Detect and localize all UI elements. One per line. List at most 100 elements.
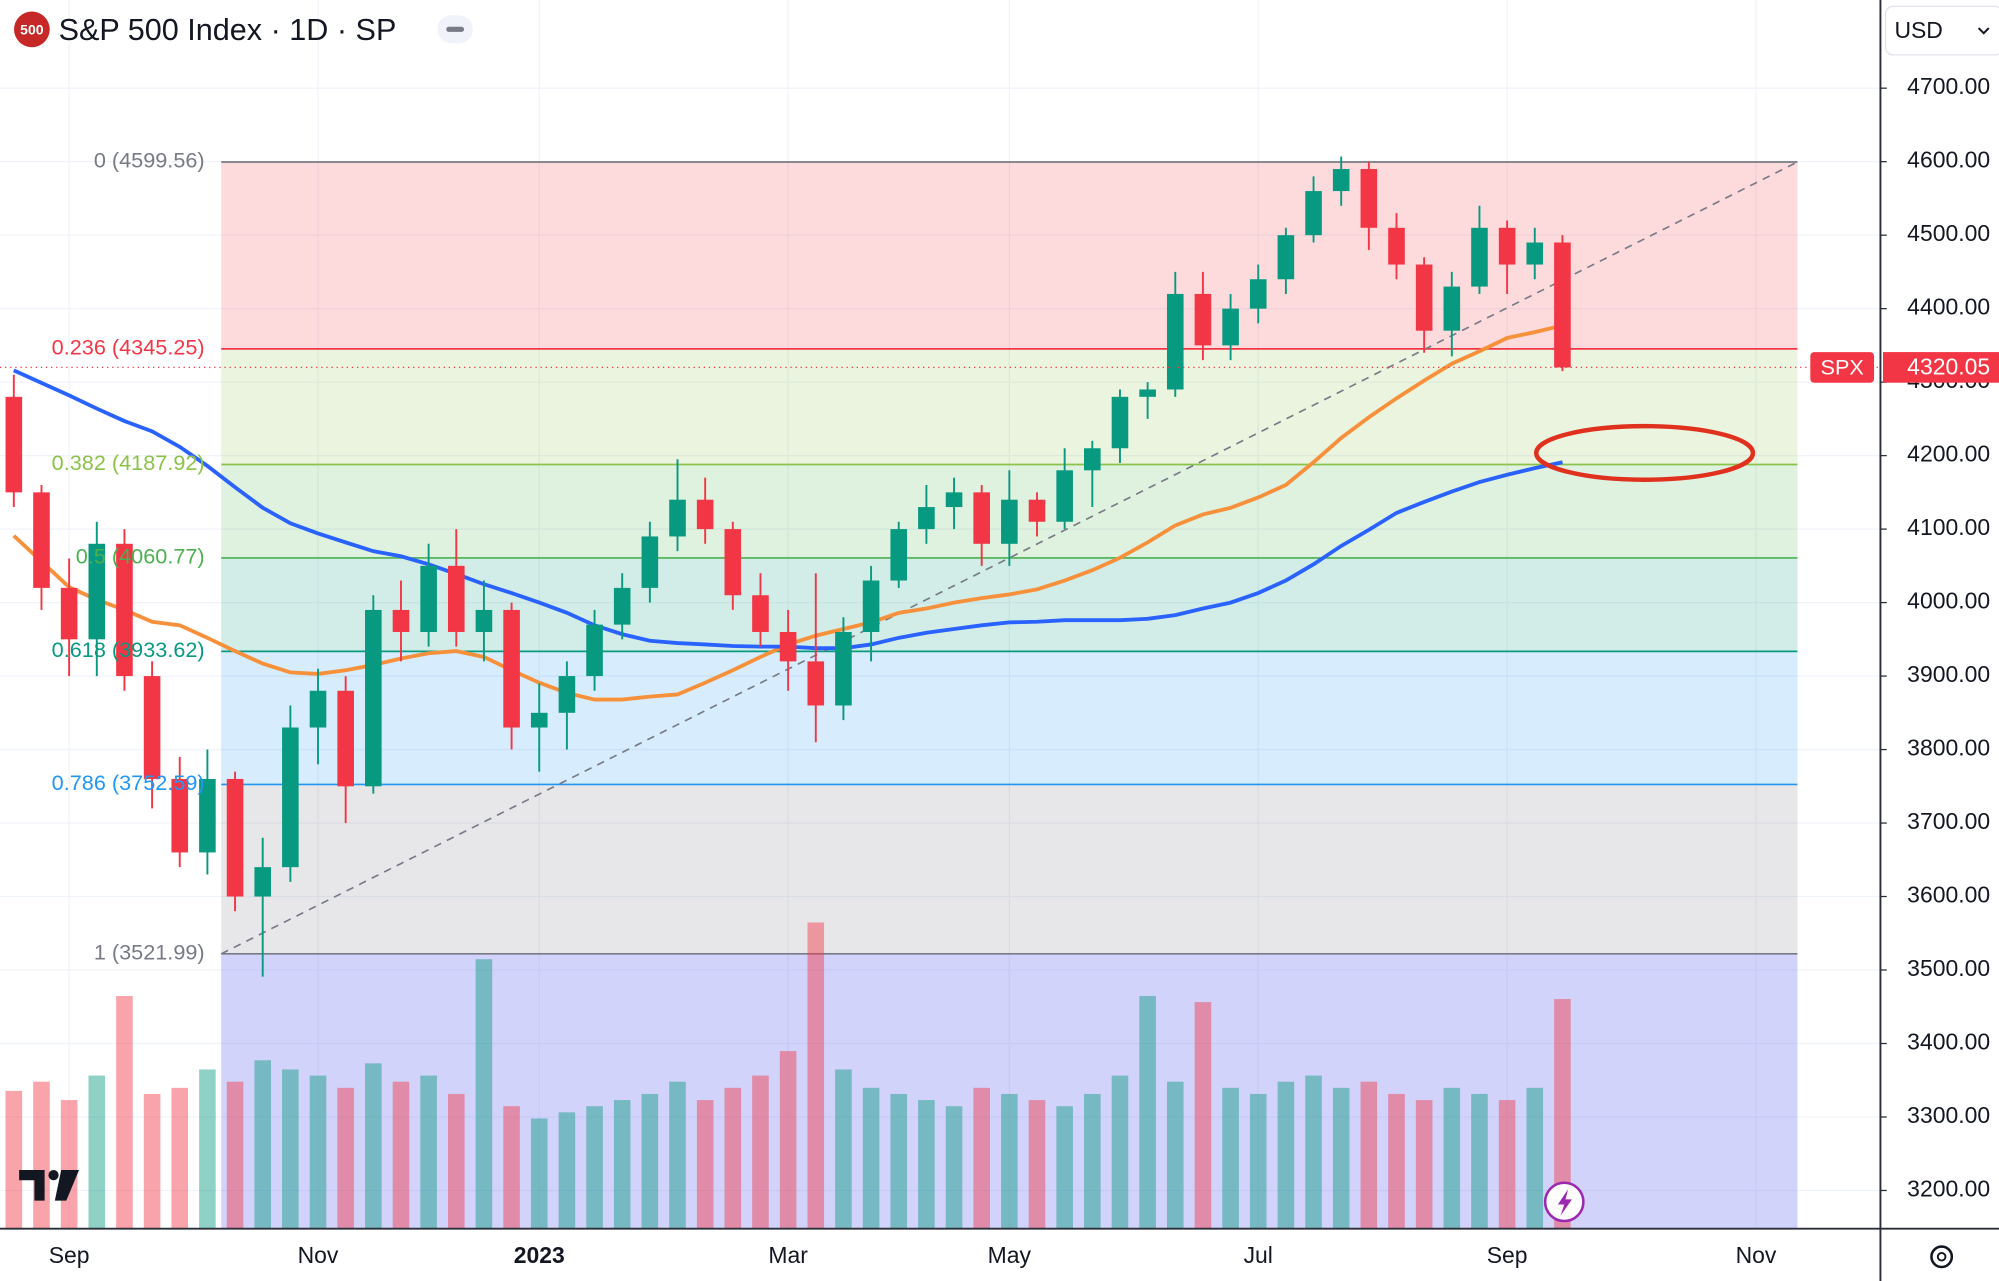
candle-body — [973, 492, 990, 544]
candle-body — [890, 529, 908, 581]
volume-bar — [392, 1081, 410, 1229]
volume-bar — [1249, 1093, 1267, 1229]
y-tick-label: 3600.00 — [1907, 882, 1990, 908]
volume-bar — [613, 1100, 631, 1229]
candle-body — [337, 690, 354, 787]
volume-bar — [696, 1100, 714, 1229]
candle-body — [1471, 227, 1488, 287]
settings-button[interactable] — [1930, 1245, 1954, 1269]
x-tick-label: May — [988, 1242, 1032, 1268]
volume-bar — [1360, 1081, 1378, 1229]
volume-bar — [254, 1060, 272, 1229]
volume-bar — [1222, 1087, 1239, 1229]
candle-body — [5, 396, 23, 493]
last-symbol-box — [1810, 352, 1875, 383]
candle-body — [558, 676, 576, 713]
symbol-badge — [14, 11, 50, 48]
volume-bar — [1415, 1100, 1433, 1229]
candle-body — [724, 529, 742, 596]
candle-body — [1277, 235, 1295, 280]
volume-bar — [973, 1087, 990, 1229]
candle-body — [171, 778, 189, 853]
volume-bar — [60, 1100, 78, 1229]
candle-body — [1305, 191, 1322, 236]
volume-bar — [1194, 1002, 1212, 1229]
volume-bar — [1139, 995, 1156, 1229]
candle-body — [309, 690, 327, 728]
volume-bar — [530, 1118, 548, 1229]
candle-body — [88, 543, 106, 640]
currency-label: USD — [1894, 17, 1942, 43]
y-tick-label: 4000.00 — [1907, 588, 1990, 614]
candle-body — [254, 867, 272, 897]
volume-bar — [1001, 1093, 1018, 1229]
volume-bar — [226, 1081, 244, 1229]
volume-bar — [1443, 1087, 1461, 1229]
candle-body — [60, 587, 78, 640]
volume-bar — [1471, 1093, 1488, 1229]
volume-bar — [558, 1112, 576, 1229]
y-tick-label: 4500.00 — [1907, 220, 1990, 246]
candle-body — [116, 543, 133, 677]
candle-body — [1001, 499, 1018, 544]
volume-bar — [918, 1100, 935, 1229]
candle-body — [669, 499, 686, 537]
volume-bar — [1277, 1081, 1295, 1229]
y-tick-label: 3500.00 — [1907, 955, 1990, 981]
last-price-label: 4320.05 — [1907, 354, 1990, 380]
volume-bar — [1554, 999, 1571, 1229]
volume-bar — [171, 1087, 189, 1229]
candle-body — [1415, 264, 1433, 331]
x-tick-label: Sep — [1487, 1242, 1528, 1268]
volume-bar — [337, 1087, 354, 1229]
volume-bar — [199, 1069, 216, 1229]
volume-bar — [365, 1063, 382, 1229]
dropdown-arrow — [1977, 27, 1990, 35]
candle-body — [945, 492, 963, 508]
volume-bar — [1028, 1100, 1046, 1229]
y-tick-label: 3800.00 — [1907, 735, 1990, 761]
y-tick-label: 3300.00 — [1907, 1102, 1990, 1128]
fib-level-label: 0.236 (4345.25) — [52, 335, 205, 360]
candle-body — [226, 778, 244, 897]
candle-body — [1056, 470, 1073, 522]
volume-bar — [641, 1093, 659, 1229]
fib-zone-below — [221, 953, 1798, 1229]
y-tick-label: 4600.00 — [1907, 147, 1990, 173]
candle-body — [918, 507, 935, 530]
volume-bar — [752, 1075, 769, 1229]
volume-bar — [1526, 1087, 1544, 1229]
candle-body — [835, 631, 852, 706]
fib-level-label: 0.618 (3933.62) — [52, 637, 205, 662]
volume-bar — [835, 1069, 852, 1229]
last-price-box — [1882, 352, 1999, 383]
y-tick-label: 4200.00 — [1907, 441, 1990, 467]
volume-bar — [779, 1051, 797, 1229]
volume-bar — [447, 1093, 465, 1229]
candle-body — [1526, 242, 1544, 265]
candle-body — [613, 587, 631, 625]
volume-bar — [33, 1081, 50, 1229]
volume-bar — [309, 1075, 327, 1229]
currency-select[interactable] — [1884, 5, 1999, 56]
volume-bar — [1305, 1075, 1322, 1229]
candle-body — [779, 631, 797, 662]
candle-body — [1388, 227, 1405, 265]
candle-body — [33, 492, 50, 588]
fib-level-label: 0.5 (4060.77) — [76, 544, 205, 569]
x-tick-label: Mar — [768, 1242, 808, 1268]
volume-bar — [669, 1081, 686, 1229]
candle-body — [696, 499, 714, 530]
lightning-icon — [1557, 1189, 1572, 1216]
symbol-badge-text: 500 — [20, 21, 44, 37]
volume-bar — [475, 959, 493, 1229]
fib-zone — [221, 651, 1798, 785]
candle-body — [392, 609, 410, 632]
y-tick-label: 3200.00 — [1907, 1176, 1990, 1202]
y-tick-label: 4400.00 — [1907, 294, 1990, 320]
candle-body — [1028, 499, 1046, 522]
candle-body — [1498, 227, 1516, 265]
x-tick-label: Nov — [298, 1242, 339, 1268]
candle-body — [862, 580, 880, 632]
